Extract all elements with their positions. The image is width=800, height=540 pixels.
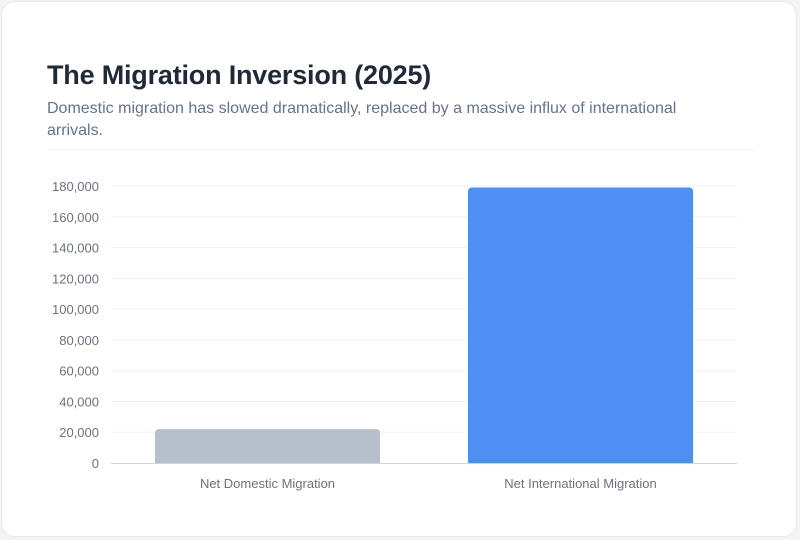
y-tick-label: 100,000 — [52, 302, 99, 317]
y-tick-label: 180,000 — [52, 179, 99, 194]
bar-net-international-migration — [468, 187, 693, 464]
y-tick-label: 120,000 — [52, 271, 99, 286]
x-tick-label: Net International Migration — [504, 476, 656, 491]
y-tick-label: 20,000 — [59, 425, 99, 440]
y-tick-label: 60,000 — [59, 364, 99, 379]
chart-title: The Migration Inversion (2025) — [47, 60, 432, 90]
y-tick-label: 40,000 — [59, 394, 99, 409]
bar-net-domestic-migration — [155, 429, 380, 463]
y-tick-label: 0 — [92, 456, 99, 471]
y-tick-label: 160,000 — [52, 210, 99, 225]
y-tick-label: 140,000 — [52, 241, 99, 256]
chart-subtitle: Domestic migration has slowed dramatical… — [47, 100, 677, 139]
y-tick-label: 80,000 — [59, 333, 99, 348]
x-tick-label: Net Domestic Migration — [200, 476, 335, 491]
header-divider — [47, 149, 757, 150]
